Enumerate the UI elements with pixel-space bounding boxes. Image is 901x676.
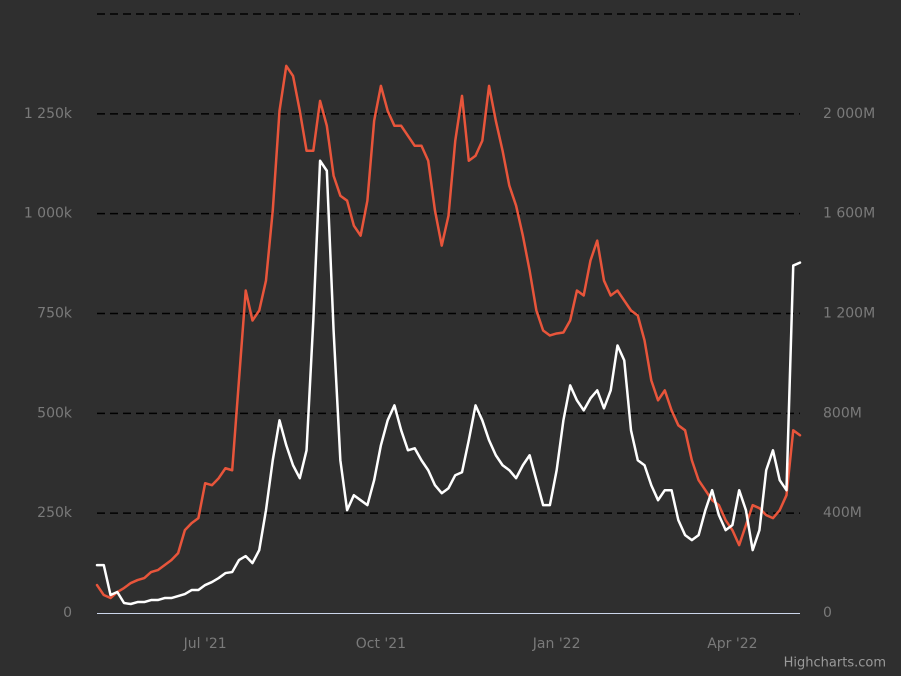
x-tick-label: Oct '21 xyxy=(356,636,406,652)
y-tick-label: 250k xyxy=(37,505,73,521)
y-tick-label: 500k xyxy=(37,405,73,421)
y-tick-label: 0 xyxy=(63,605,72,621)
y-tick-label: 1 250k xyxy=(24,106,73,122)
y2-tick-label: 400M xyxy=(823,505,862,521)
y-tick-label: 750k xyxy=(37,306,73,322)
y2-tick-label: 2 000M xyxy=(823,106,875,122)
series-line xyxy=(95,64,802,600)
y-tick-label: 1 000k xyxy=(24,206,73,222)
y2-tick-label: 1 200M xyxy=(823,306,875,322)
x-tick-label: Jan '22 xyxy=(532,636,581,652)
y2-tick-label: 0 xyxy=(823,605,832,621)
series-line xyxy=(95,159,802,606)
y2-tick-label: 800M xyxy=(823,405,862,421)
credits: Highcharts.com xyxy=(784,656,886,671)
y2-tick-label: 1 600M xyxy=(823,206,875,222)
x-tick-label: Jul '21 xyxy=(183,636,227,652)
x-tick-label: Apr '22 xyxy=(707,636,757,652)
